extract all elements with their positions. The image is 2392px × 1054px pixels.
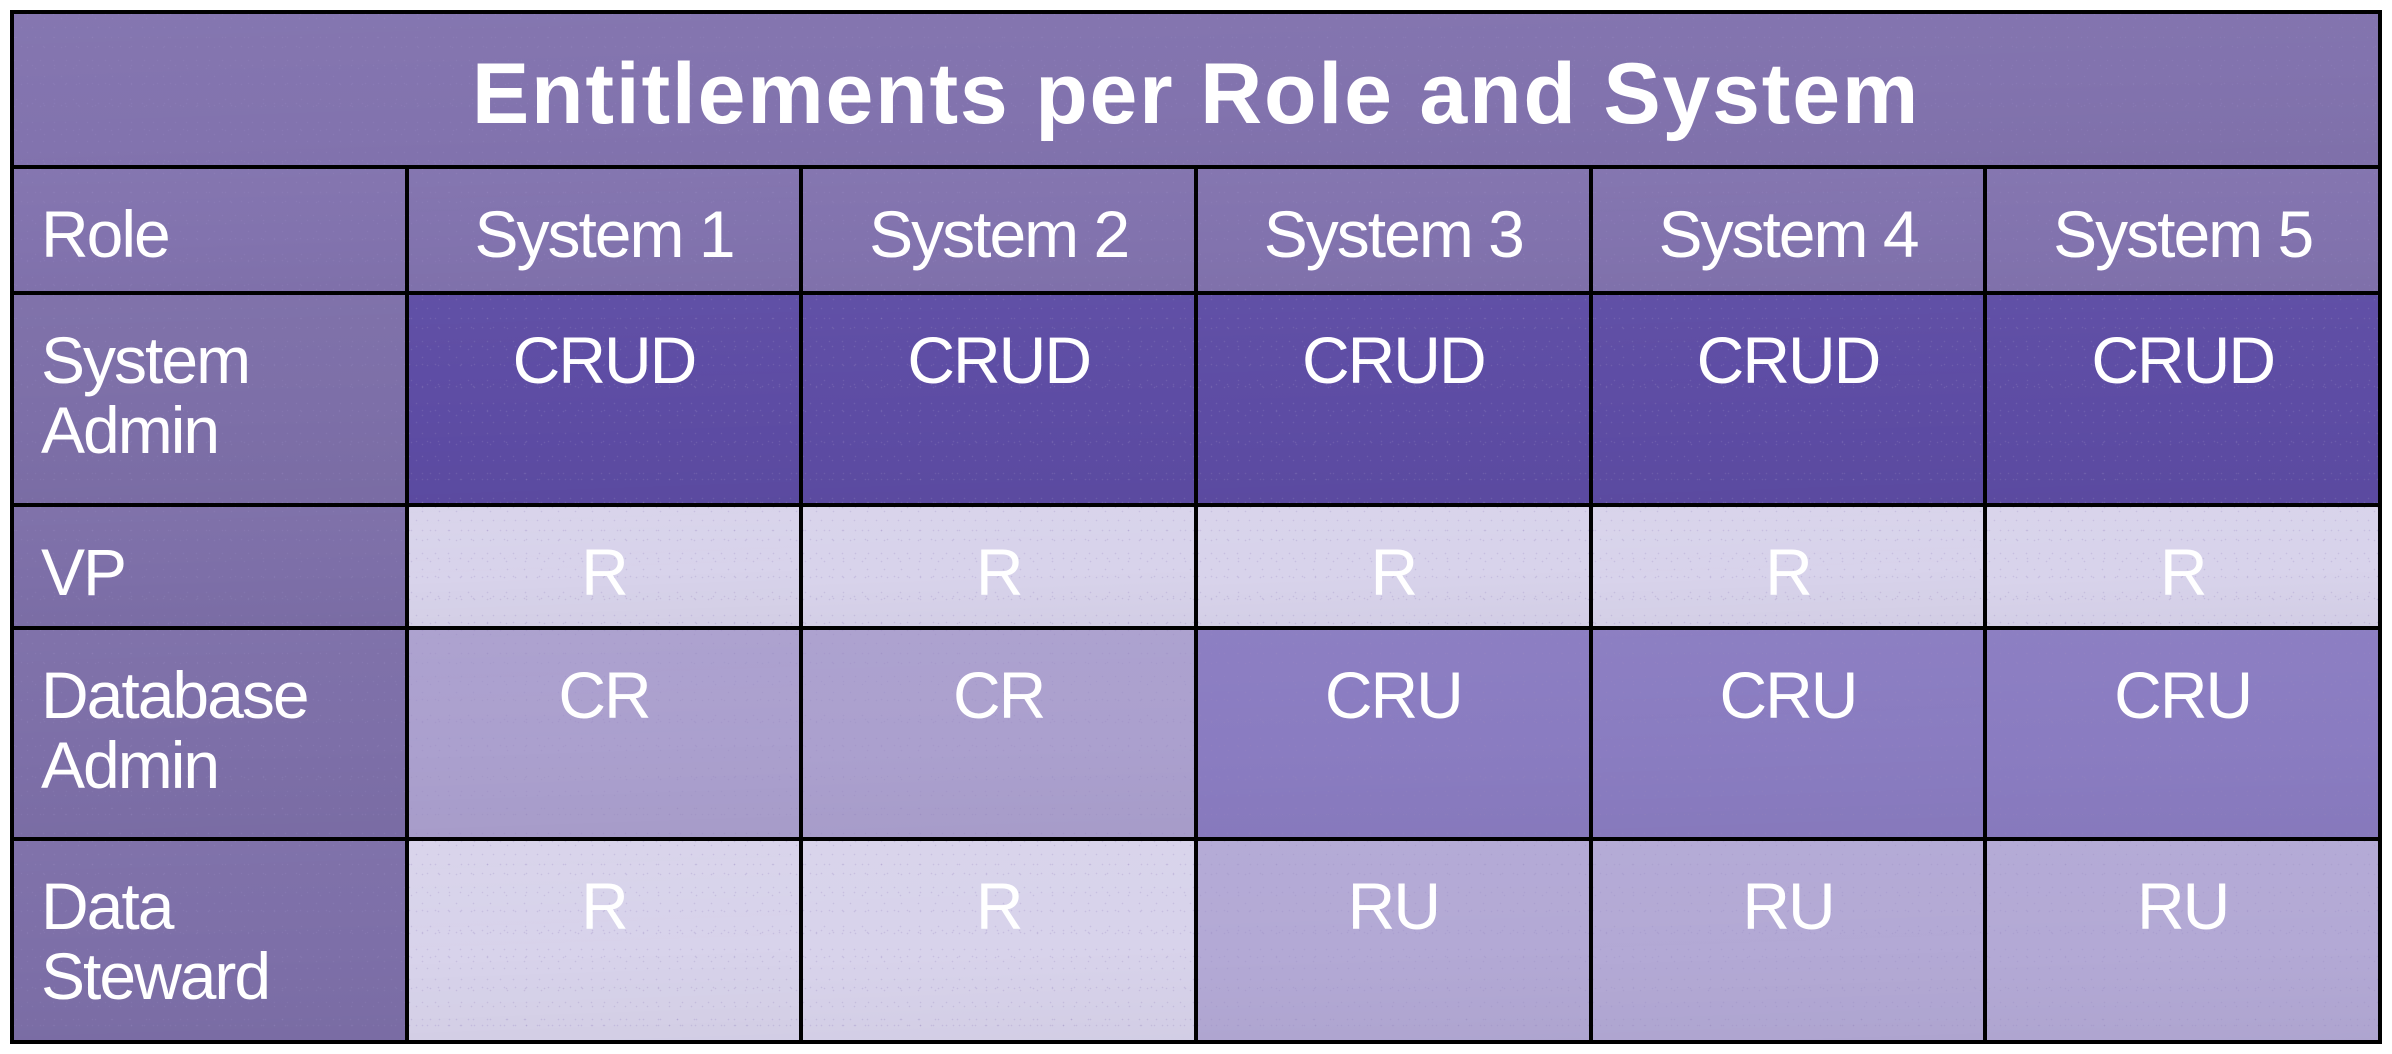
entitlement-system-admin-system-1: CRUD: [408, 295, 800, 503]
entitlement-system-admin-system-5: CRUD: [1987, 295, 2378, 503]
column-header-system-2: System 2: [803, 169, 1194, 291]
row-header-system-admin: System Admin: [14, 295, 405, 503]
entitlement-system-admin-system-3: CRUD: [1197, 295, 1589, 503]
column-header-system-5: System 5: [1987, 169, 2378, 291]
column-header-system-3: System 3: [1197, 169, 1589, 291]
entitlement-data-steward-system-1: R: [408, 841, 800, 1040]
entitlement-database-admin-system-4: CRU: [1592, 630, 1984, 837]
row-header-data-steward: Data Steward: [14, 841, 405, 1040]
entitlement-data-steward-system-4: RU: [1592, 841, 1984, 1040]
entitlement-vp-system-3: R: [1197, 507, 1589, 626]
entitlement-vp-system-1: R: [408, 507, 800, 626]
table-title: Entitlements per Role and System: [14, 14, 2378, 165]
column-header-system-1: System 1: [408, 169, 800, 291]
row-header-vp: VP: [14, 507, 405, 626]
entitlement-database-admin-system-1: CR: [408, 630, 800, 837]
column-header-role: Role: [14, 169, 405, 291]
entitlement-data-steward-system-5: RU: [1987, 841, 2378, 1040]
entitlement-database-admin-system-2: CR: [803, 630, 1194, 837]
entitlement-system-admin-system-4: CRUD: [1592, 295, 1984, 503]
entitlement-vp-system-2: R: [803, 507, 1194, 626]
entitlement-data-steward-system-3: RU: [1197, 841, 1589, 1040]
entitlement-vp-system-4: R: [1592, 507, 1984, 626]
column-header-system-4: System 4: [1592, 169, 1984, 291]
entitlement-database-admin-system-5: CRU: [1987, 630, 2378, 837]
row-header-database-admin: Database Admin: [14, 630, 405, 837]
entitlement-data-steward-system-2: R: [803, 841, 1194, 1040]
entitlement-system-admin-system-2: CRUD: [803, 295, 1194, 503]
entitlement-database-admin-system-3: CRU: [1197, 630, 1589, 837]
entitlement-vp-system-5: R: [1987, 507, 2378, 626]
entitlements-table: Entitlements per Role and System Role Sy…: [10, 10, 2382, 1044]
